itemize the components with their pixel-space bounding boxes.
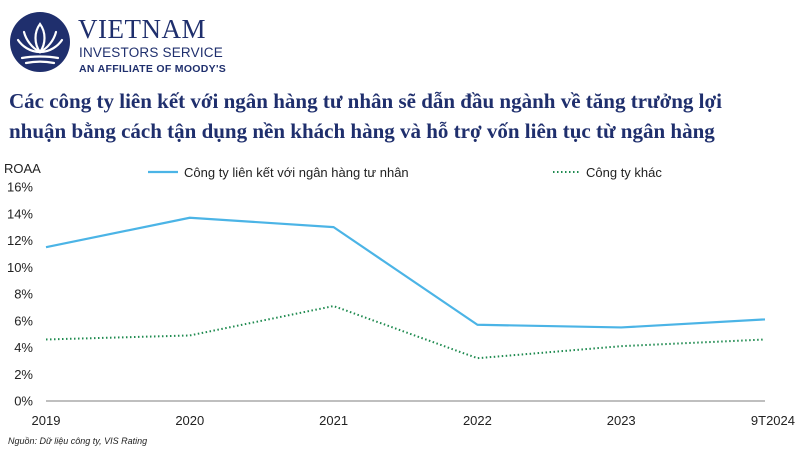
x-tick-label: 2019 (32, 413, 61, 428)
source-note: Nguồn: Dữ liệu công ty, VIS Rating (8, 436, 148, 446)
title-line-1: Các công ty liên kết với ngân hàng tư nh… (9, 89, 722, 113)
title-line-2: nhuận bằng cách tận dụng nền khách hàng … (9, 119, 715, 143)
series-line-1 (45, 216, 766, 329)
y-tick-label: 12% (7, 233, 33, 248)
series-line-2 (45, 305, 766, 360)
x-tick-label: 2022 (463, 413, 492, 428)
y-tick-label: 16% (7, 180, 33, 195)
legend-label-1: Công ty liên kết với ngân hàng tư nhân (184, 165, 409, 180)
lotus-logo-icon (10, 12, 70, 72)
y-tick-label: 14% (7, 206, 33, 221)
logo: VIETNAM INVESTORS SERVICE AN AFFILIATE O… (8, 10, 238, 76)
y-tick-label: 0% (14, 394, 33, 409)
y-tick-label: 8% (14, 287, 33, 302)
x-tick-label: 9T2024 (751, 413, 795, 428)
y-tick-label: 6% (14, 313, 33, 328)
y-tick-label: 2% (14, 367, 33, 382)
brand-affiliation: AN AFFILIATE OF MOODY'S (79, 63, 227, 75)
legend-label-2: Công ty khác (586, 165, 662, 180)
brand-name: VIETNAM (78, 14, 206, 44)
brand-subtitle: INVESTORS SERVICE (79, 45, 223, 60)
chart-title: Các công ty liên kết với ngân hàng tư nh… (9, 86, 794, 146)
y-axis-label: ROAA (4, 161, 41, 176)
x-tick-label: 2021 (319, 413, 348, 428)
y-tick-label: 4% (14, 340, 33, 355)
x-tick-label: 2020 (175, 413, 204, 428)
x-tick-label: 2023 (607, 413, 636, 428)
y-tick-label: 10% (7, 260, 33, 275)
